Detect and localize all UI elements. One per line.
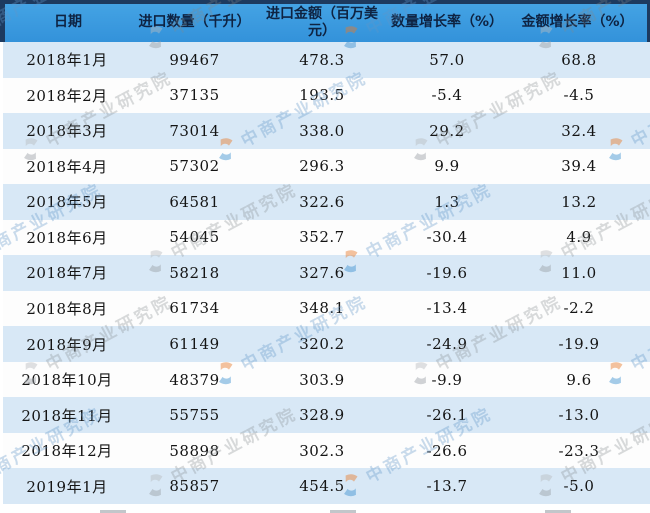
table-cell: 2018年12月 xyxy=(21,442,113,461)
table-cell: 2018年9月 xyxy=(26,335,108,354)
table-cell: 9.6 xyxy=(566,370,592,389)
table-row: 2018年9月 61149 320.2 -24.9 -19.9 xyxy=(3,326,650,362)
table-row: 2018年8月 61734 348.1 -13.4 -2.2 xyxy=(3,290,650,327)
table-cell: -5.0 xyxy=(563,477,595,496)
table-body: 2018年1月 99467 478.3 57.0 68.8 2018年2月 37135 193… xyxy=(0,42,650,504)
table-cell: 2018年8月 xyxy=(26,299,108,318)
table-cell: 2018年4月 xyxy=(26,157,108,176)
table-cell: 2018年1月 xyxy=(26,51,108,70)
table-cell: 9.9 xyxy=(434,157,460,176)
table-cell: 11.0 xyxy=(561,263,597,282)
column-header-value-growth: 金额增长率（%） xyxy=(521,14,634,31)
table-cell: 32.4 xyxy=(561,121,597,140)
table-cell: 2018年2月 xyxy=(26,86,108,105)
table-cell: -5.4 xyxy=(431,86,463,105)
table-cell: 99467 xyxy=(169,50,220,69)
table-cell: -19.9 xyxy=(558,335,600,354)
table-cell: 2018年11月 xyxy=(21,406,113,425)
table-cell: 2018年10月 xyxy=(21,371,113,390)
table-row: 2018年7月 58218 327.6 -19.6 11.0 xyxy=(3,255,650,291)
table-cell: -9.9 xyxy=(431,370,463,389)
table-cell: 328.9 xyxy=(299,406,345,425)
table-cell: -26.6 xyxy=(426,441,468,460)
table-cell: 57.0 xyxy=(429,50,465,69)
table-cell: -2.2 xyxy=(563,299,595,318)
table-cell: 296.3 xyxy=(299,157,345,176)
table-cell: 327.6 xyxy=(299,263,345,282)
cropped-text-fragment xyxy=(100,510,126,513)
table-cell: 39.4 xyxy=(561,157,597,176)
table-cell: -13.7 xyxy=(426,477,468,496)
table-row: 2018年2月 37135 193.5 -5.4 -4.5 xyxy=(3,77,650,114)
cropped-text-fragment xyxy=(330,510,356,513)
table-cell: 338.0 xyxy=(299,121,345,140)
table-row: 2018年11月 55755 328.9 -26.1 -13.0 xyxy=(3,397,650,433)
bottom-crop-strip xyxy=(0,504,650,513)
table-cell: 348.1 xyxy=(299,299,345,318)
table-cell: -23.3 xyxy=(558,441,600,460)
table-cell: 2019年1月 xyxy=(26,477,108,496)
table-cell: 302.3 xyxy=(299,441,345,460)
table-cell: 85857 xyxy=(169,477,220,496)
column-header-volume-growth: 数量增长率（%） xyxy=(390,14,504,31)
table-row: 2018年6月 54045 352.7 -30.4 4.9 xyxy=(3,219,650,256)
table-cell: 193.5 xyxy=(299,86,345,105)
table-cell: 55755 xyxy=(169,406,220,425)
table-cell: 58898 xyxy=(169,441,220,460)
table-cell: 454.5 xyxy=(299,477,345,496)
column-header-import-value: 进口金额（百万美元） xyxy=(266,5,378,40)
table-cell: -30.4 xyxy=(426,228,468,247)
table-cell: 352.7 xyxy=(299,228,345,247)
cropped-text-fragment xyxy=(545,510,571,513)
table-row: 2018年10月 48379 303.9 -9.9 9.6 xyxy=(3,361,650,398)
column-header-import-volume: 进口数量（千升） xyxy=(138,14,251,31)
table-cell: 68.8 xyxy=(561,50,597,69)
table-header-row: 日期 进口数量（千升） 进口金额（百万美元） 数量增长率（%） 金额增长率（%） xyxy=(0,0,650,42)
table-cell: 48379 xyxy=(169,370,220,389)
table-cell: 37135 xyxy=(169,86,220,105)
table-cell: 303.9 xyxy=(299,370,345,389)
table-cell: 64581 xyxy=(169,192,220,211)
table-cell: -13.0 xyxy=(558,406,600,425)
table-cell: 58218 xyxy=(169,263,220,282)
table-cell: 322.6 xyxy=(299,192,345,211)
table-cell: -19.6 xyxy=(426,263,468,282)
table-cell: -26.1 xyxy=(426,406,468,425)
table-cell: 54045 xyxy=(169,228,220,247)
table-cell: 4.9 xyxy=(566,228,592,247)
table-cell: 13.2 xyxy=(561,192,597,211)
table-row: 2018年5月 64581 322.6 1.3 13.2 xyxy=(3,184,650,220)
table-row: 2018年1月 99467 478.3 57.0 68.8 xyxy=(3,42,650,78)
table-cell: 1.3 xyxy=(434,192,460,211)
table-cell: 61149 xyxy=(169,335,220,354)
table-cell: 61734 xyxy=(169,299,220,318)
table-row: 2018年3月 73014 338.0 29.2 32.4 xyxy=(3,113,650,149)
table-cell: -4.5 xyxy=(563,86,595,105)
table-cell: 73014 xyxy=(169,121,220,140)
table-cell: 57302 xyxy=(169,157,220,176)
table-cell: 2018年3月 xyxy=(26,122,108,141)
column-header-date: 日期 xyxy=(54,14,82,31)
table-cell: 320.2 xyxy=(299,335,345,354)
table-row: 2018年4月 57302 296.3 9.9 39.4 xyxy=(3,148,650,185)
table-cell: -13.4 xyxy=(426,299,468,318)
table-cell: -24.9 xyxy=(426,335,468,354)
table-cell: 29.2 xyxy=(429,121,465,140)
table-cell: 2018年7月 xyxy=(26,264,108,283)
table-cell: 2018年5月 xyxy=(26,193,108,212)
table-cell: 478.3 xyxy=(299,50,345,69)
table-row: 2019年1月 85857 454.5 -13.7 -5.0 xyxy=(3,468,650,504)
table-row: 2018年12月 58898 302.3 -26.6 -23.3 xyxy=(3,432,650,469)
table-cell: 2018年6月 xyxy=(26,228,108,247)
